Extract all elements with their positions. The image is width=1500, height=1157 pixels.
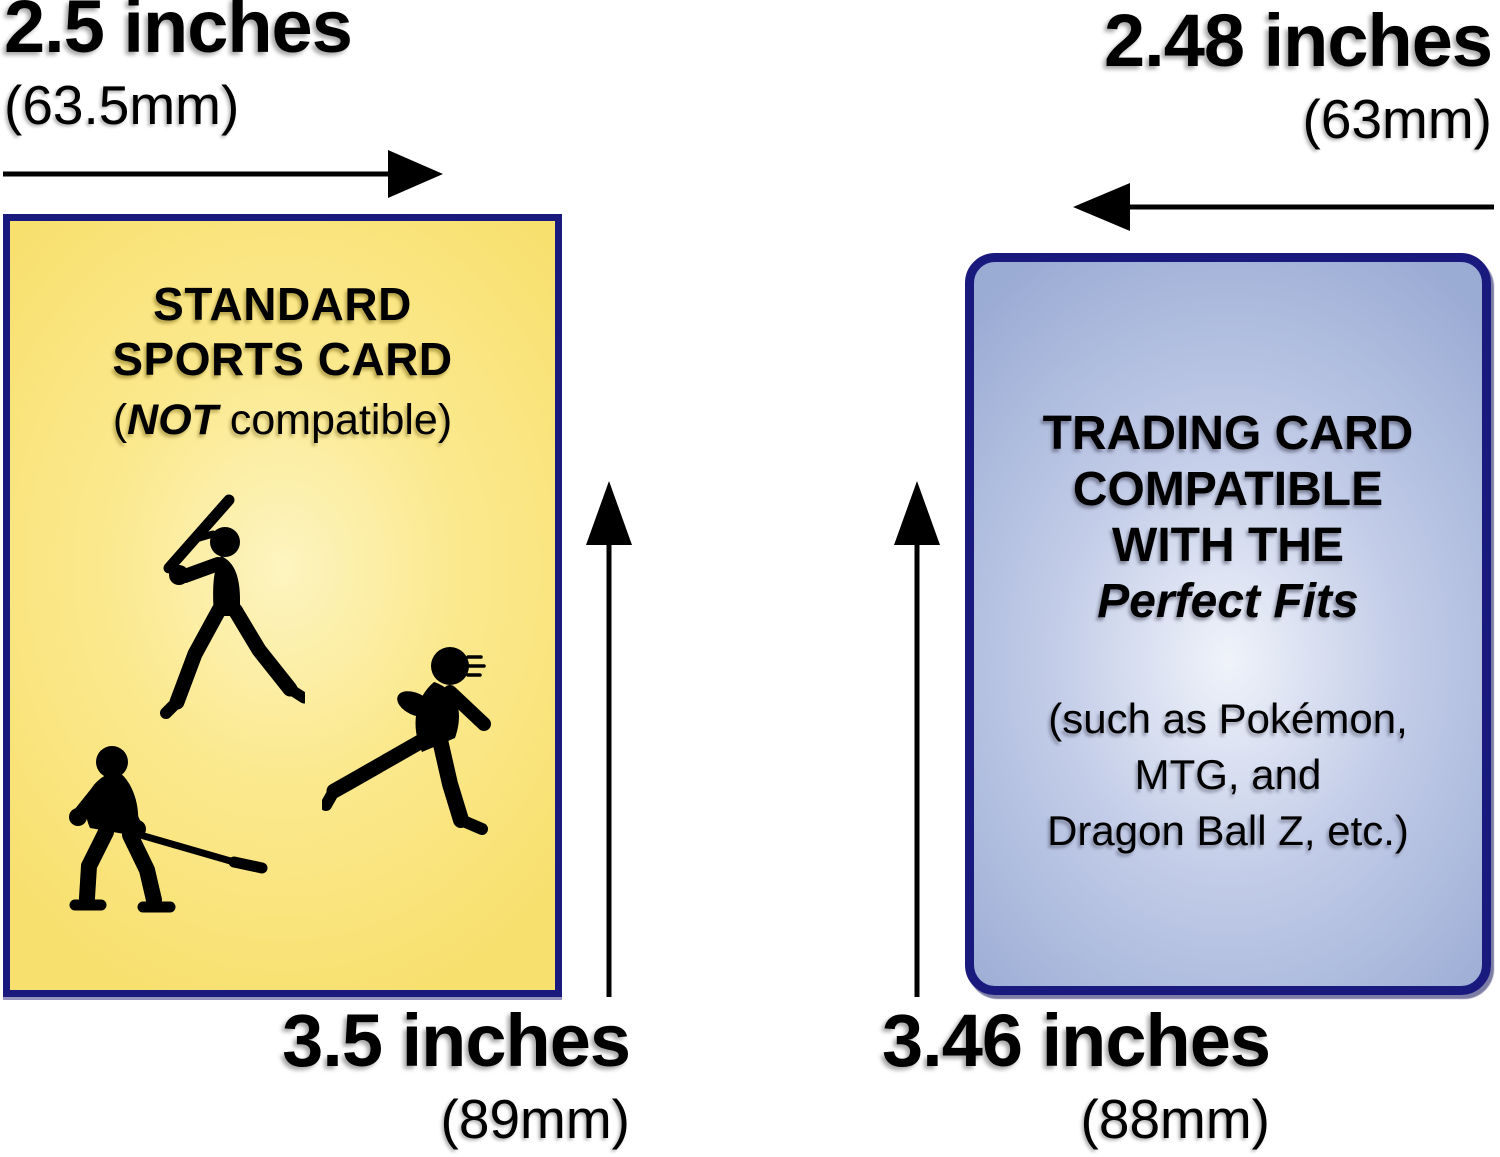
right-card-width-arrow	[1073, 183, 1494, 231]
right-card-height-arrow	[894, 481, 940, 997]
trading-card-title-line2: COMPATIBLE	[1072, 463, 1384, 517]
hockey-player-icon	[69, 746, 268, 913]
left-card-width-dimension: 2.5 inches (63.5mm)	[4, 0, 353, 136]
note-not: NOT	[127, 396, 218, 445]
sports-card-title-line1: STANDARD	[153, 278, 412, 330]
trading-card-examples: (such as Pokémon, MTG, and Dragon Ball Z…	[974, 691, 1482, 860]
standard-sports-card: STANDARD SPORTS CARD (NOT compatible)	[3, 214, 562, 997]
football-runner-icon	[322, 647, 491, 835]
right-card-width-dimension: 2.48 inches (63mm)	[1103, 0, 1493, 150]
right-card-height-metric: (88mm)	[1080, 1088, 1270, 1150]
trading-card-title-line1: TRADING CARD	[1042, 407, 1414, 460]
sports-card-title-line2: SPORTS CARD	[112, 333, 453, 386]
sports-card-title: STANDARD SPORTS CARD	[10, 277, 555, 387]
left-card-width-metric: (63.5mm)	[4, 74, 240, 136]
note-rest: compatible)	[217, 396, 453, 445]
trading-card-examples-line2: MTG, and	[1134, 750, 1322, 798]
left-card-height-dimension: 3.5 inches (89mm)	[260, 999, 631, 1150]
trading-card-title-emphasis: Perfect Fits	[1097, 575, 1359, 629]
baseball-batter-icon	[160, 494, 305, 719]
trading-card-title-line3: WITH THE	[1112, 519, 1344, 573]
left-card-height-metric: (89mm)	[440, 1088, 630, 1150]
sports-card-note: (NOT compatible)	[10, 395, 555, 447]
note-open-paren: (	[112, 396, 128, 445]
right-card-width-metric: (63mm)	[1302, 88, 1492, 150]
trading-card: TRADING CARD COMPATIBLE WITH THE Perfect…	[965, 253, 1491, 995]
right-card-height-dimension: 3.46 inches (88mm)	[880, 999, 1271, 1150]
trading-card-examples-line1: (such as Pokémon,	[1048, 694, 1408, 742]
trading-card-examples-line3: Dragon Ball Z, etc.)	[1047, 807, 1409, 855]
trading-card-title: TRADING CARD COMPATIBLE WITH THE Perfect…	[974, 406, 1482, 631]
left-card-width-arrow	[3, 150, 443, 198]
left-card-height-inches: 3.5 inches	[282, 999, 631, 1082]
right-card-width-inches: 2.48 inches	[1103, 0, 1493, 82]
right-card-height-inches: 3.46 inches	[881, 999, 1271, 1082]
left-card-height-arrow	[586, 481, 632, 997]
left-card-width-inches: 2.5 inches	[4, 0, 353, 68]
